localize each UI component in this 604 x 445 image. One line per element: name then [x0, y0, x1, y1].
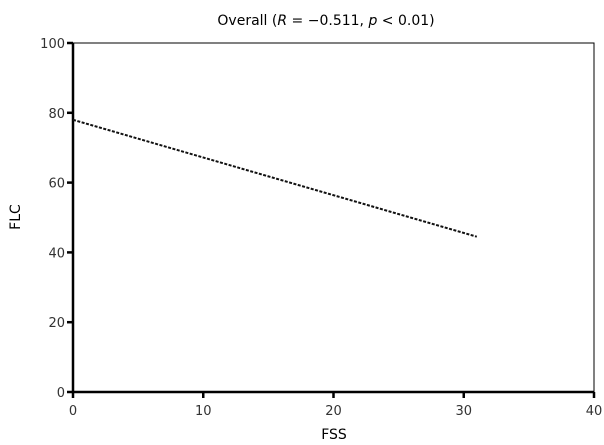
chart-title: Overall (R = −0.511, p < 0.01): [217, 13, 434, 29]
x-tick-label: 40: [586, 404, 603, 419]
y-axis-label: FLC: [8, 204, 24, 230]
y-tick-label: 100: [40, 37, 65, 52]
x-ticks: 0 10 20 30 40: [69, 392, 602, 419]
regression-line: [72, 118, 478, 238]
series-layer: [72, 118, 478, 238]
y-tick-label: 40: [48, 246, 65, 261]
y-ticks: 0 20 40 60 80 100: [40, 37, 73, 401]
x-tick-label: 20: [325, 404, 342, 419]
x-axis-label: FSS: [321, 427, 347, 443]
plot-frame: [72, 42, 595, 393]
y-tick-label: 20: [48, 316, 65, 331]
y-tick-label: 80: [48, 107, 65, 122]
x-tick-label: 0: [69, 404, 77, 419]
x-tick-label: 30: [455, 404, 472, 419]
y-tick-label: 60: [48, 177, 65, 192]
y-tick-label: 0: [57, 386, 65, 401]
x-tick-label: 10: [195, 404, 212, 419]
